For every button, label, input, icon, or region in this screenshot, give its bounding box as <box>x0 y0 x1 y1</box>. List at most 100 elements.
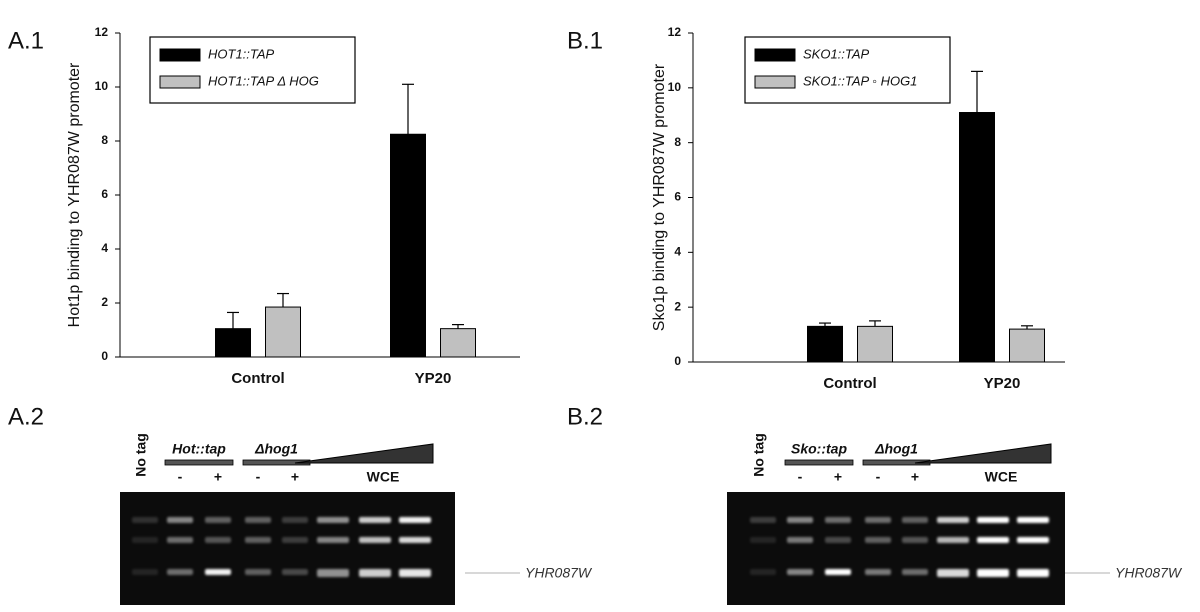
gel-band <box>865 569 891 575</box>
y-axis-label: Sko1p binding to YHR087W promoter <box>651 63 668 331</box>
gel-band <box>787 569 813 575</box>
gel-band <box>825 537 851 543</box>
strain-label: Hot::tap <box>172 441 226 457</box>
ladder-label: WCE <box>985 469 1018 485</box>
gel-band <box>359 537 391 543</box>
gel-band <box>399 517 431 523</box>
gel-band <box>132 537 158 543</box>
gel-band <box>750 517 776 523</box>
gel-band <box>205 569 231 575</box>
sign-label: - <box>178 469 183 485</box>
y-tick-label: 0 <box>674 354 681 368</box>
ladder-label: WCE <box>367 469 400 485</box>
gel-band <box>1017 517 1049 523</box>
lane-label: No tag <box>133 433 149 477</box>
strain-label: Sko::tap <box>791 441 847 457</box>
gel-band <box>359 569 391 577</box>
gel-band <box>977 537 1009 543</box>
mutant-label: Δhog1 <box>254 441 298 457</box>
gel-band <box>282 569 308 575</box>
band-label: YHR087W <box>1115 565 1183 581</box>
x-tick-label: YP20 <box>415 370 452 387</box>
legend-label: SKO1::TAP <box>803 46 870 61</box>
gel-band <box>205 517 231 523</box>
gel-band <box>317 537 349 543</box>
gel-band <box>167 517 193 523</box>
y-tick-label: 8 <box>101 133 108 147</box>
x-tick-label: YP20 <box>984 375 1021 392</box>
sign-label: - <box>876 469 881 485</box>
legend-swatch <box>754 48 796 62</box>
y-tick-label: 10 <box>95 79 109 93</box>
gradient-wedge <box>294 443 434 464</box>
gel-band <box>1017 569 1049 577</box>
gel-band <box>937 569 969 577</box>
y-tick-label: 6 <box>101 187 108 201</box>
group-bar <box>164 459 234 466</box>
legend-box <box>149 36 356 104</box>
gel-band <box>865 537 891 543</box>
gel-band <box>750 537 776 543</box>
panel-label: A.1 <box>8 27 44 54</box>
legend-label: HOT1::TAP <box>208 46 275 61</box>
y-tick-label: 10 <box>668 80 682 94</box>
gel-band <box>977 569 1009 577</box>
group-bar <box>784 459 854 466</box>
legend-swatch <box>159 75 201 89</box>
gel-band <box>132 517 158 523</box>
y-tick-label: 0 <box>101 349 108 363</box>
sign-label: - <box>798 469 803 485</box>
bar <box>215 328 251 358</box>
y-tick-label: 8 <box>674 135 681 149</box>
gel-band <box>937 517 969 523</box>
gel-band <box>245 517 271 523</box>
gel-band <box>787 517 813 523</box>
gel-band <box>787 537 813 543</box>
bar <box>440 328 476 358</box>
gel-band <box>245 569 271 575</box>
gel-band <box>317 517 349 523</box>
legend-swatch <box>754 75 796 89</box>
bar <box>857 325 893 363</box>
gel-band <box>1017 537 1049 543</box>
gel-band <box>825 517 851 523</box>
gel-band <box>825 569 851 575</box>
bar <box>807 325 843 363</box>
panel-label: B.1 <box>567 27 603 54</box>
gel-band <box>750 569 776 575</box>
gel-band <box>902 537 928 543</box>
gel-band <box>317 569 349 577</box>
panel-label: A.2 <box>8 403 44 430</box>
bar <box>265 306 301 358</box>
y-tick-label: 12 <box>668 25 682 39</box>
gel-image <box>120 492 455 605</box>
legend-label: HOT1::TAP Δ HOG <box>208 73 319 88</box>
gel-band <box>399 569 431 577</box>
gel-band <box>132 569 158 575</box>
gel-band <box>167 569 193 575</box>
gel-band <box>937 537 969 543</box>
bar <box>390 133 426 358</box>
gel-band <box>282 537 308 543</box>
gel-band <box>359 517 391 523</box>
gel-band <box>902 569 928 575</box>
mutant-label: Δhog1 <box>874 441 918 457</box>
gel-band <box>865 517 891 523</box>
lane-label: No tag <box>751 433 767 477</box>
y-tick-label: 2 <box>674 299 681 313</box>
gel-band <box>167 537 193 543</box>
sign-label: + <box>214 469 222 485</box>
sign-label: - <box>256 469 261 485</box>
gradient-wedge <box>914 443 1052 464</box>
gel-band <box>977 517 1009 523</box>
gel-band <box>245 537 271 543</box>
gel-band <box>399 537 431 543</box>
panel-label: B.2 <box>567 403 603 430</box>
y-tick-label: 4 <box>674 245 681 259</box>
bar <box>1009 328 1045 363</box>
y-tick-label: 6 <box>674 190 681 204</box>
gel-band <box>205 537 231 543</box>
legend-box <box>744 36 951 104</box>
x-tick-label: Control <box>231 370 284 387</box>
